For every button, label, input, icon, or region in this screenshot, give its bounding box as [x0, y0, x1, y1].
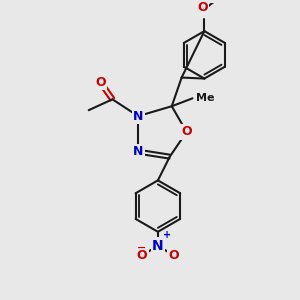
- Text: N: N: [152, 238, 164, 253]
- Text: O: O: [95, 76, 106, 89]
- Text: N: N: [133, 145, 143, 158]
- Text: O: O: [137, 249, 147, 262]
- Text: −: −: [137, 243, 146, 253]
- Text: O: O: [197, 1, 208, 14]
- Text: O: O: [168, 249, 179, 262]
- Text: Me: Me: [196, 93, 215, 103]
- Text: +: +: [163, 230, 171, 240]
- Text: N: N: [133, 110, 143, 123]
- Text: O: O: [181, 125, 192, 138]
